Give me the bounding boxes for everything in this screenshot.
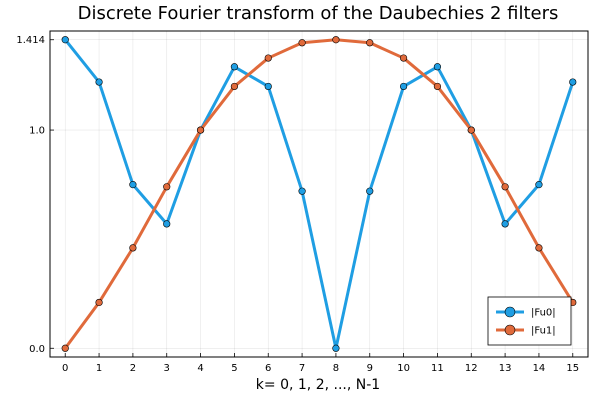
series-1-point (129, 181, 137, 189)
legend: |Fu0| |Fu1| (487, 296, 572, 346)
y-tick-label: 1.414 (16, 35, 45, 46)
x-tick-label: 1 (96, 363, 102, 374)
x-tick-label: 5 (231, 363, 237, 374)
y-tick-label: 0.0 (29, 344, 45, 355)
chart-title: Discrete Fourier transform of the Daubec… (78, 3, 559, 24)
x-tick-label: 3 (164, 363, 170, 374)
axis-ticks: 0 1 2 3 4 5 6 7 8 9 10 11 12 13 14 150.01.01.414 (16, 35, 579, 374)
series-2 (61, 36, 577, 352)
legend-label: |Fu1| (531, 326, 556, 337)
x-tick-label: 15 (566, 363, 579, 374)
x-tick-label: 14 (533, 363, 546, 374)
series-2-point (264, 54, 272, 62)
series-1-point (264, 82, 272, 91)
series-1-point (399, 82, 408, 91)
legend-box (487, 296, 572, 346)
series-1-line (64, 38, 575, 350)
legend-item: |Fu0| (496, 306, 556, 319)
series-1-point (298, 187, 306, 195)
legend-marker (504, 324, 516, 336)
series-2-point (129, 244, 137, 252)
series-2-point (399, 54, 408, 62)
series-2-point (95, 298, 103, 307)
series-1-point (332, 344, 340, 352)
series-1-point (95, 78, 103, 86)
series-1-point (535, 181, 543, 189)
x-tick-label: 11 (431, 363, 444, 374)
series-1-point (569, 78, 577, 86)
x-axis-label: k= 0, 1, 2, ..., N-1 (256, 377, 380, 393)
series-2-point (332, 36, 340, 44)
x-tick-label: 9 (367, 363, 373, 374)
series-1-point (230, 63, 239, 71)
series-layer (61, 36, 577, 352)
plot-frame (49, 30, 589, 358)
legend-marker (504, 306, 516, 318)
x-tick-label: 6 (265, 363, 271, 374)
y-tick-label: 1.0 (29, 126, 45, 137)
series-1 (61, 36, 577, 352)
series-2-point (196, 126, 205, 134)
series-2-point (535, 244, 543, 252)
series-2-point (433, 82, 442, 91)
series-1-point (433, 63, 442, 71)
series-1-point (61, 36, 69, 44)
x-tick-label: 0 (62, 363, 68, 374)
x-tick-label: 13 (499, 363, 512, 374)
series-2-point (61, 344, 69, 352)
series-1-point (366, 187, 374, 195)
x-tick-label: 4 (197, 363, 203, 374)
series-1-point (163, 220, 171, 228)
x-tick-label: 7 (299, 363, 305, 374)
series-2-point (163, 183, 171, 191)
series-2-point (467, 126, 475, 134)
legend-item: |Fu1| (496, 324, 556, 337)
x-tick-label: 8 (333, 363, 339, 374)
series-2-point (501, 183, 509, 191)
series-2-point (366, 39, 374, 47)
x-tick-label: 10 (397, 363, 410, 374)
series-2-point (230, 82, 239, 91)
series-2-point (298, 39, 306, 47)
legend-label: |Fu0| (531, 308, 556, 319)
series-2-line (64, 38, 575, 350)
x-tick-label: 12 (465, 363, 478, 374)
series-1-point (501, 220, 509, 228)
x-tick-label: 2 (130, 363, 136, 374)
